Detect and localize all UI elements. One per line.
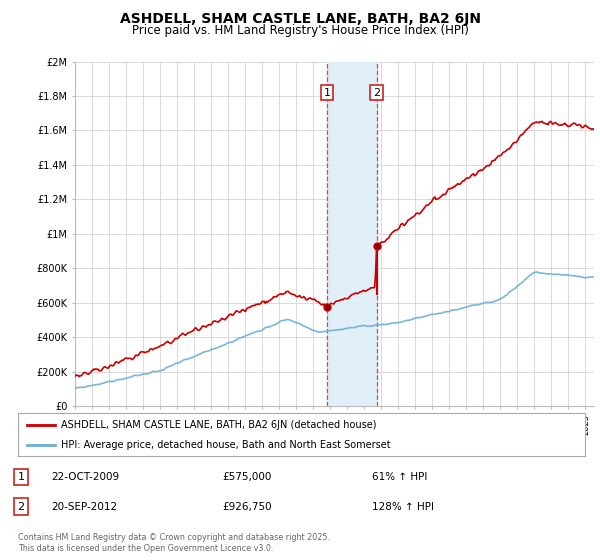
Text: 22-OCT-2009: 22-OCT-2009 [51, 472, 119, 482]
Text: 1: 1 [323, 87, 331, 97]
Text: 128% ↑ HPI: 128% ↑ HPI [372, 502, 434, 512]
Text: £926,750: £926,750 [222, 502, 272, 512]
Text: 2: 2 [17, 502, 25, 512]
Text: HPI: Average price, detached house, Bath and North East Somerset: HPI: Average price, detached house, Bath… [61, 441, 390, 450]
Text: £575,000: £575,000 [222, 472, 271, 482]
Text: ASHDELL, SHAM CASTLE LANE, BATH, BA2 6JN (detached house): ASHDELL, SHAM CASTLE LANE, BATH, BA2 6JN… [61, 419, 376, 430]
Text: ASHDELL, SHAM CASTLE LANE, BATH, BA2 6JN: ASHDELL, SHAM CASTLE LANE, BATH, BA2 6JN [119, 12, 481, 26]
Bar [327, 62, 377, 406]
Text: Contains HM Land Registry data © Crown copyright and database right 2025.
This d: Contains HM Land Registry data © Crown c… [18, 533, 330, 553]
Text: Price paid vs. HM Land Registry's House Price Index (HPI): Price paid vs. HM Land Registry's House … [131, 24, 469, 37]
Text: 2: 2 [373, 87, 380, 97]
Text: 20-SEP-2012: 20-SEP-2012 [51, 502, 117, 512]
Text: 1: 1 [17, 472, 25, 482]
Text: 61% ↑ HPI: 61% ↑ HPI [372, 472, 427, 482]
